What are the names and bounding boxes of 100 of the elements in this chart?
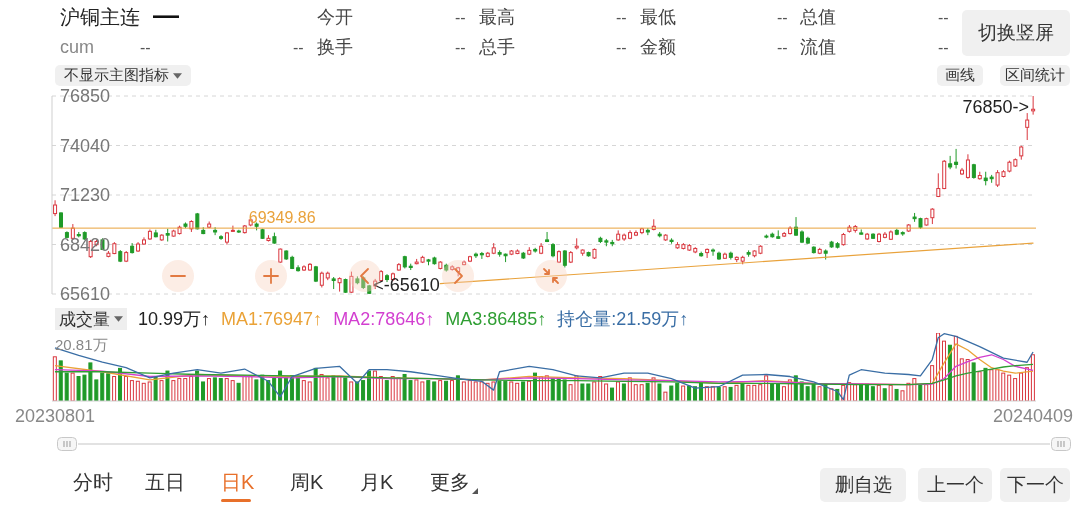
bar	[704, 386, 709, 401]
bar	[876, 384, 881, 401]
bar	[189, 376, 194, 401]
bar	[52, 356, 57, 401]
text: 日K	[221, 470, 255, 494]
bar	[663, 391, 668, 401]
bar	[681, 385, 686, 401]
bar	[716, 386, 721, 401]
candlestick	[965, 153, 970, 180]
y-tick-label: 65610	[60, 284, 111, 305]
bar	[301, 380, 306, 401]
bar	[604, 383, 609, 401]
bar	[112, 376, 117, 401]
bar	[639, 384, 644, 401]
bar	[355, 381, 360, 401]
bar	[218, 378, 223, 401]
bar	[224, 378, 229, 401]
bar	[959, 358, 964, 401]
bar	[687, 385, 692, 401]
bar	[64, 372, 69, 401]
button: 上一个	[918, 468, 992, 502]
bar	[722, 386, 727, 401]
bar	[201, 381, 206, 401]
button: 切换竖屏	[962, 10, 1070, 56]
annotation: 76850->	[962, 97, 1030, 117]
candlestick	[1025, 112, 1030, 141]
bar	[123, 376, 128, 401]
text: --	[293, 38, 304, 58]
bar	[343, 377, 348, 401]
bar	[758, 384, 763, 401]
text: 更多	[430, 470, 470, 494]
y-tick-label: 71230	[60, 185, 111, 206]
bar	[1024, 367, 1029, 401]
bar	[129, 380, 134, 401]
text: 10.99万↑	[138, 308, 211, 331]
bar	[882, 388, 887, 401]
bar	[669, 385, 674, 401]
candlestick	[954, 148, 959, 170]
bar	[384, 380, 389, 401]
text: --	[616, 8, 627, 28]
bar	[610, 387, 615, 401]
bar	[592, 381, 597, 401]
bar	[527, 380, 532, 401]
bar	[1001, 372, 1006, 401]
bar	[521, 381, 526, 401]
bar	[645, 382, 650, 401]
bar	[977, 371, 982, 401]
annotation: <-65610	[373, 275, 440, 295]
dropdown: 成交量	[55, 308, 127, 330]
text: 换手	[317, 37, 353, 59]
annotation: 20.81万	[55, 336, 108, 355]
text: 最低	[640, 7, 676, 29]
bar	[781, 386, 786, 401]
bar	[1019, 372, 1024, 401]
x-tick-label: 20240409	[992, 405, 1074, 426]
bar	[1030, 354, 1035, 401]
y-tick-label: 76850	[60, 86, 111, 107]
bar	[467, 380, 472, 401]
bar	[983, 367, 988, 401]
bar	[313, 367, 318, 401]
text: cum	[60, 37, 95, 59]
bar	[236, 382, 241, 401]
button: 区间统计	[1000, 65, 1070, 86]
bar	[930, 365, 935, 401]
text: 总手	[479, 37, 515, 59]
candlestick	[349, 271, 354, 294]
bar	[58, 360, 63, 401]
bar	[153, 376, 158, 401]
bar	[918, 384, 923, 401]
bar	[426, 380, 431, 401]
bar	[924, 384, 929, 401]
bar	[159, 380, 164, 401]
text: MA3:86485↑	[445, 308, 547, 330]
bar	[509, 381, 514, 401]
bar	[971, 362, 976, 401]
bar	[183, 378, 188, 401]
text: --	[777, 8, 788, 28]
bar	[349, 381, 354, 401]
button: 画线	[937, 65, 983, 86]
text: --	[777, 38, 788, 58]
bar	[432, 381, 437, 401]
bar	[740, 382, 745, 401]
bar	[367, 370, 371, 401]
text: --	[455, 38, 466, 58]
bar	[829, 388, 834, 401]
bar	[515, 382, 520, 401]
text: --	[938, 8, 949, 28]
y-tick-label: 74040	[60, 135, 111, 156]
text: —	[153, 0, 179, 32]
text: 金额	[640, 37, 676, 59]
text: --	[616, 38, 627, 58]
bar	[615, 381, 620, 401]
bar	[372, 370, 377, 401]
bar	[212, 377, 217, 401]
candlestick	[705, 247, 710, 259]
bar	[230, 380, 235, 401]
bar	[728, 386, 733, 401]
candlestick	[1031, 96, 1036, 116]
bar	[307, 381, 312, 401]
bar	[444, 380, 449, 401]
